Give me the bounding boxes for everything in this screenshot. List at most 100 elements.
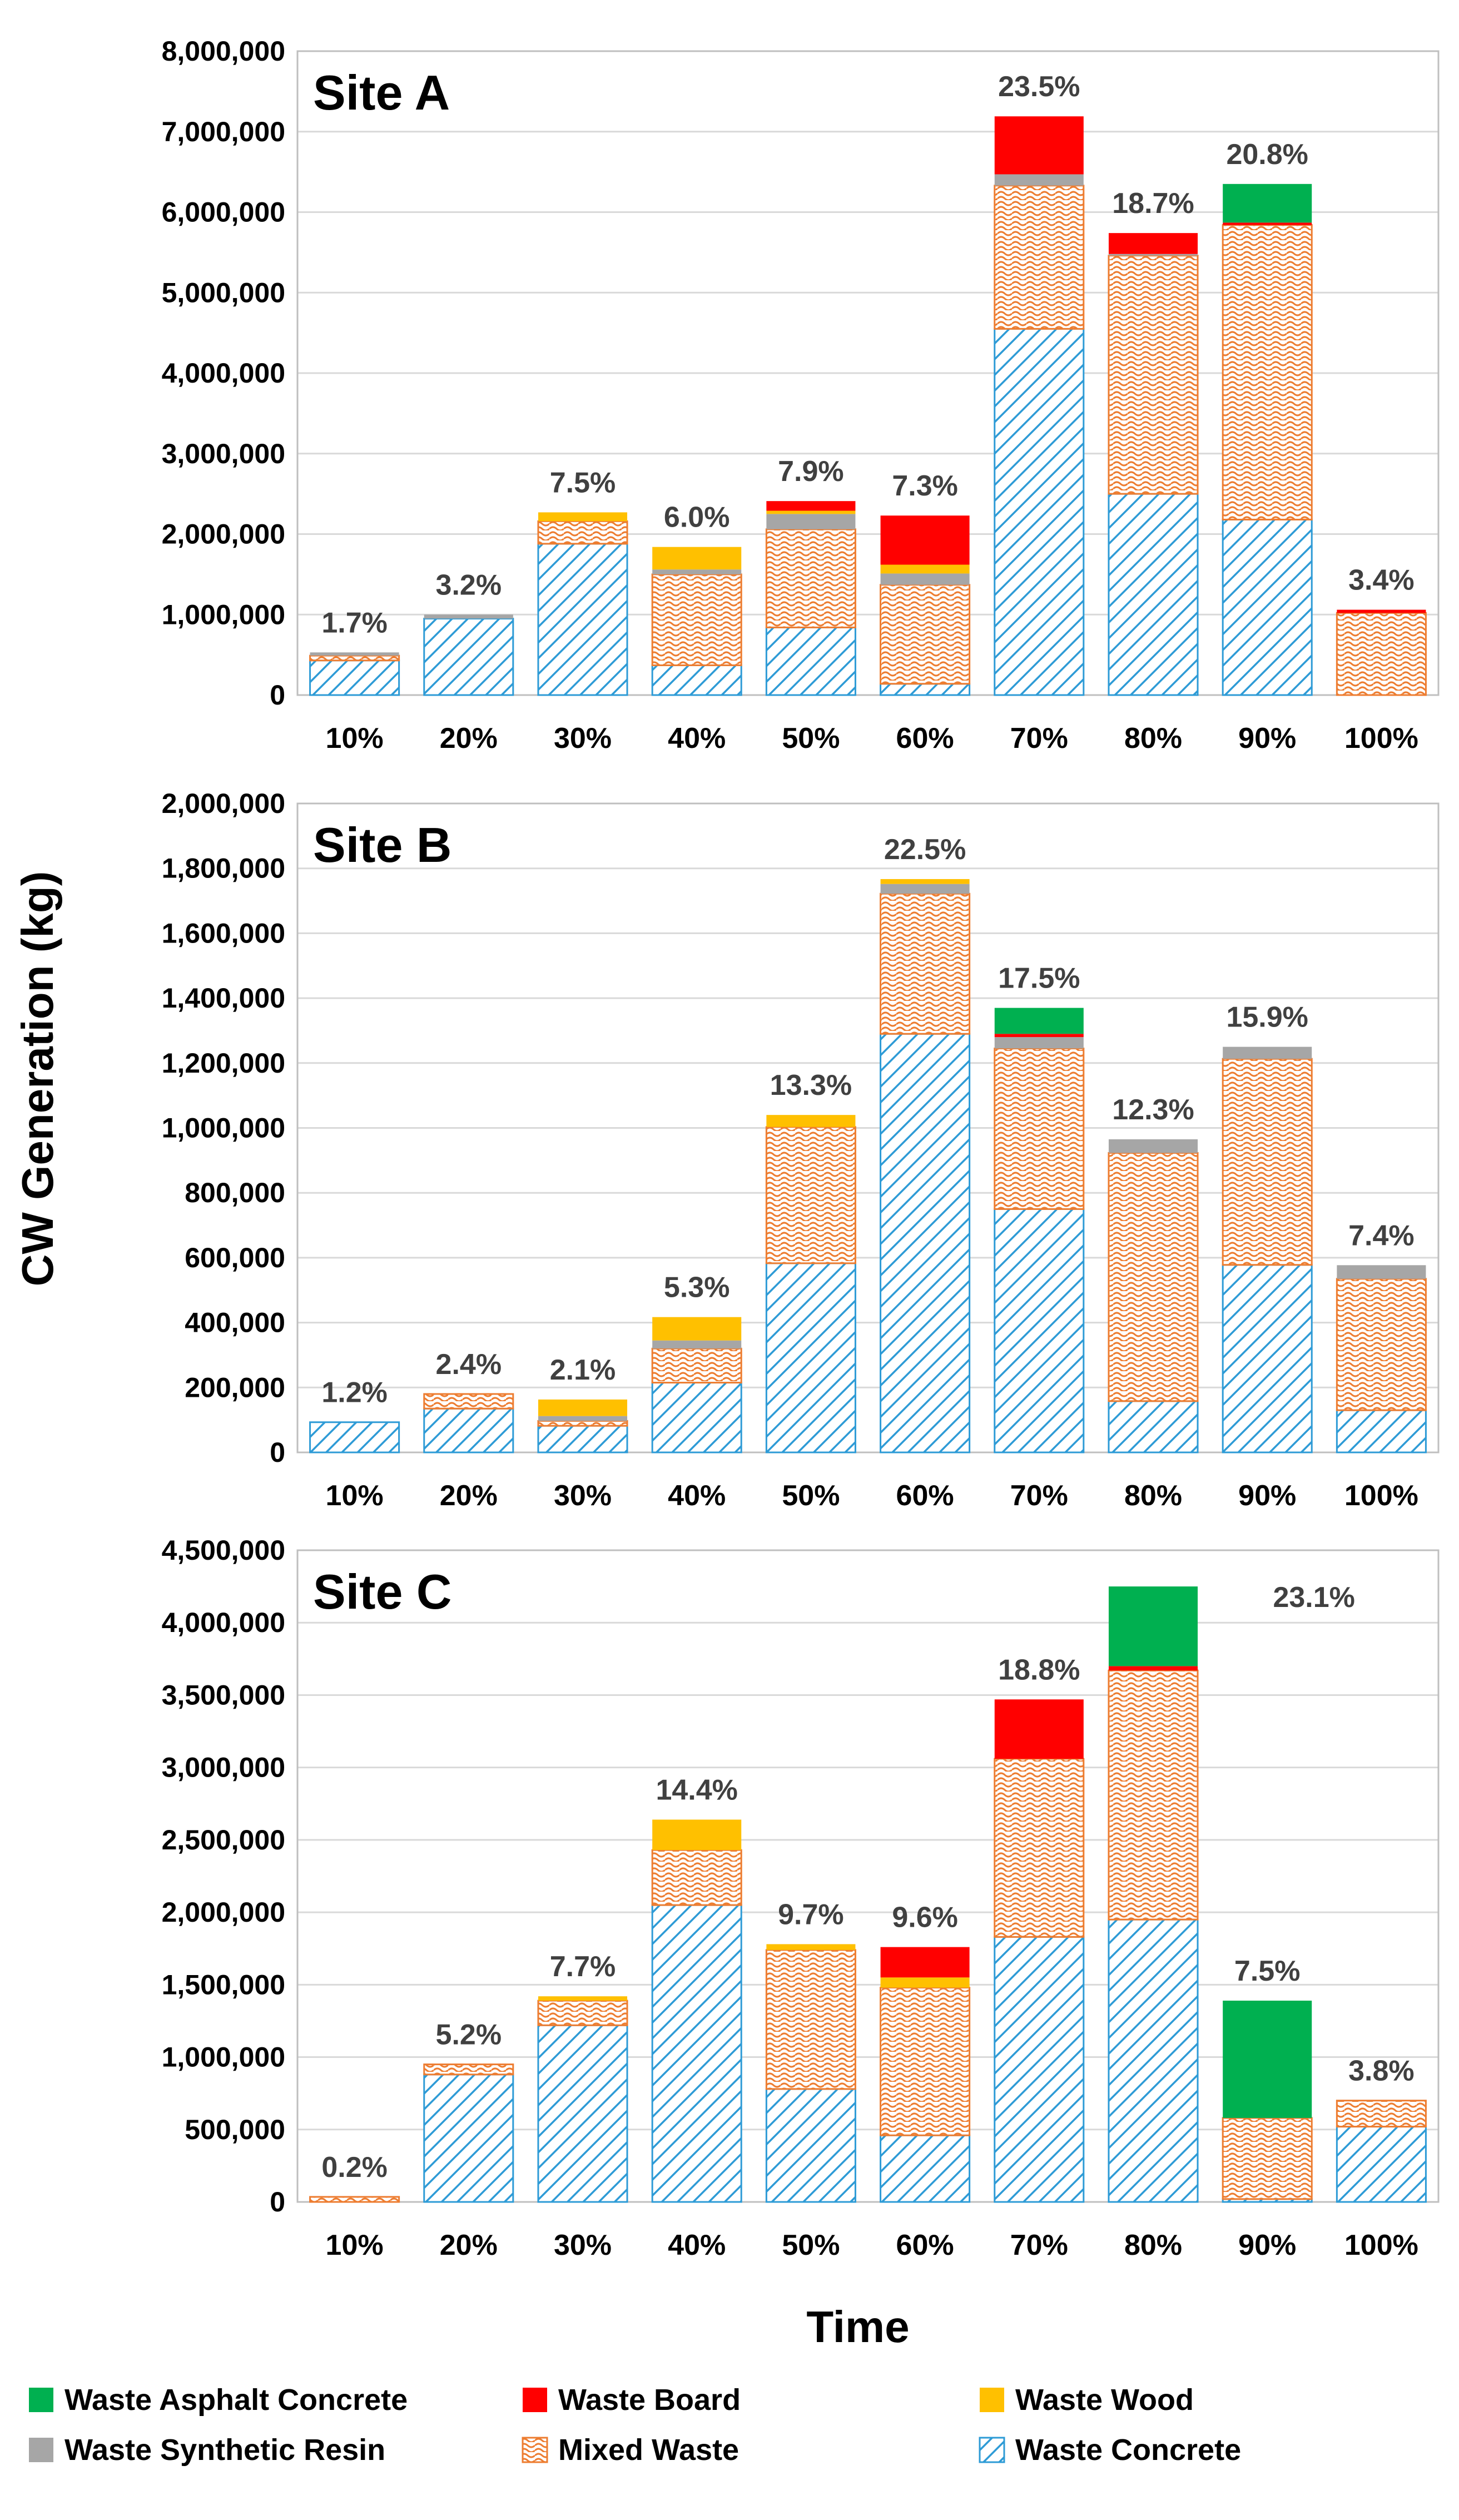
data-label: 3.8% [1348, 2055, 1415, 2087]
panel-title: Site B [313, 817, 451, 872]
legend-swatch-waste-concrete [979, 2437, 1005, 2463]
chart-panel-3: 0 500,000 1,000,000 1,500,000 2,000,000 2,500… [162, 1535, 1440, 2261]
bar-segment-waste-synthetic-resin [1108, 1139, 1198, 1153]
y-tick-label: 3,000,000 [162, 438, 285, 469]
bar-segment-waste-wood [880, 879, 970, 884]
x-tick-label: 90% [1238, 722, 1296, 755]
data-label: 22.5% [884, 834, 966, 866]
data-label: 7.5% [550, 467, 616, 499]
bar-segment-mixed-waste [994, 1048, 1085, 1210]
data-label: 7.5% [1234, 1955, 1301, 1987]
bar-segment-mixed-waste [423, 1393, 514, 1410]
data-label: 9.7% [778, 1898, 844, 1931]
bar-segment-waste-concrete [994, 328, 1085, 696]
x-tick-label: 40% [668, 722, 726, 755]
bar-segment-mixed-waste [1222, 224, 1313, 520]
bar-segment-mixed-waste [880, 584, 971, 685]
x-tick-label: 40% [668, 1480, 726, 1512]
bar-segment-waste-board [994, 1699, 1084, 1759]
bar-segment-waste-wood [538, 512, 628, 522]
y-axis-title: CW Generation (kg) [13, 871, 62, 1287]
x-tick-label: 80% [1124, 2229, 1182, 2261]
bar-segment-mixed-waste [765, 528, 856, 628]
x-tick-label: 50% [782, 722, 840, 755]
data-label: 18.8% [998, 1654, 1080, 1686]
bar-segment-waste-board [1108, 233, 1198, 254]
y-tick-label: 3,000,000 [162, 1752, 285, 1783]
bar-segment-waste-wood [880, 564, 970, 574]
bar-segment-waste-concrete [765, 626, 856, 696]
bar-segment-waste-concrete [1222, 518, 1313, 696]
bar-segment-waste-board [766, 501, 856, 511]
data-label: 18.7% [1112, 187, 1194, 220]
bar-segment-waste-wood [652, 547, 742, 570]
data-label: 2.4% [436, 1348, 502, 1381]
bar-segment-waste-concrete [309, 1421, 400, 1454]
bar-segment-waste-concrete [1108, 493, 1199, 696]
bar-segment-waste-board [880, 1947, 970, 1978]
x-tick-label: 70% [1010, 1480, 1068, 1512]
bar-segment-waste-board [1337, 609, 1426, 613]
bar-segment-waste-concrete [423, 1407, 514, 1454]
bar-segment-mixed-waste [651, 573, 742, 666]
y-tick-label: 1,000,000 [162, 1113, 285, 1144]
x-tick-label: 20% [440, 2229, 498, 2261]
bar-segment-waste-concrete [765, 2088, 856, 2203]
bar-segment-waste-board [1108, 1666, 1198, 1671]
bar-segment-mixed-waste [423, 2063, 514, 2076]
bar-segment-waste-concrete [651, 664, 742, 696]
y-tick-label: 4,500,000 [162, 1535, 285, 1566]
bar-segment-waste-concrete [994, 1936, 1085, 2203]
bar-segment-mixed-waste [1336, 1278, 1427, 1411]
legend: Waste Asphalt Concrete Waste Board Waste W… [29, 2383, 1241, 2467]
bar-segment-mixed-waste [1222, 1058, 1313, 1266]
data-label: 20.8% [1226, 138, 1308, 171]
bar-segment-waste-concrete [423, 617, 514, 696]
data-label: 3.2% [436, 569, 502, 601]
bar-segment-waste-concrete [880, 683, 971, 696]
y-tick-label: 2,000,000 [162, 519, 285, 550]
y-tick-label: 4,000,000 [162, 1607, 285, 1638]
bar-segment-waste-board [880, 515, 970, 565]
bar-segment-waste-concrete [880, 1033, 971, 1454]
data-label: 7.9% [778, 455, 844, 488]
x-tick-label: 20% [440, 722, 498, 755]
bar-segment-waste-board [994, 1034, 1084, 1038]
bar-segment-waste-wood [538, 1996, 628, 2001]
x-tick-label: 50% [782, 1480, 840, 1512]
data-label: 5.3% [664, 1272, 730, 1304]
legend-label: Waste Board [558, 2383, 741, 2417]
y-tick-label: 2,000,000 [162, 788, 285, 819]
legend-label: Waste Concrete [1015, 2433, 1241, 2467]
data-label: 12.3% [1112, 1094, 1194, 1126]
bar-segment-waste-synthetic-resin [424, 614, 513, 619]
bar-segment-waste-asphalt-concrete [994, 1008, 1084, 1034]
bar-segment-waste-concrete [537, 1425, 628, 1454]
bar-segment-waste-synthetic-resin [766, 514, 856, 529]
chart-panel-2: 0 200,000 400,000 600,000 800,000 1,000,000 1,… [162, 788, 1440, 1512]
x-tick-label: 30% [554, 2229, 612, 2261]
y-tick-label: 2,000,000 [162, 1897, 285, 1928]
data-label: 23.1% [1273, 1581, 1354, 1614]
bar-segment-waste-asphalt-concrete [1223, 183, 1312, 223]
y-tick-label: 2,500,000 [162, 1824, 285, 1856]
bar-segment-waste-synthetic-resin [1337, 1265, 1426, 1279]
y-tick-label: 8,000,000 [162, 36, 285, 67]
legend-swatch-waste-synthetic-resin [29, 2438, 53, 2462]
plot-frame [296, 50, 1440, 696]
x-tick-label: 90% [1238, 2229, 1296, 2261]
x-tick-label: 40% [668, 2229, 726, 2261]
x-tick-label: 10% [326, 2229, 384, 2261]
x-tick-label: 100% [1344, 722, 1418, 755]
bar-segment-mixed-waste [1336, 2100, 1427, 2128]
y-tick-label: 1,500,000 [162, 1969, 285, 2000]
legend-label: Waste Asphalt Concrete [64, 2383, 408, 2417]
bar-segment-mixed-waste [1108, 1152, 1199, 1402]
x-tick-label: 70% [1010, 2229, 1068, 2261]
y-tick-label: 5,000,000 [162, 277, 285, 308]
bar-segment-mixed-waste [1222, 2117, 1313, 2200]
legend-swatch-waste-wood [980, 2388, 1004, 2412]
bar-segment-waste-wood [538, 1399, 628, 1416]
bar-segment-waste-concrete [1108, 1918, 1199, 2203]
y-tick-label: 3,500,000 [162, 1679, 285, 1710]
